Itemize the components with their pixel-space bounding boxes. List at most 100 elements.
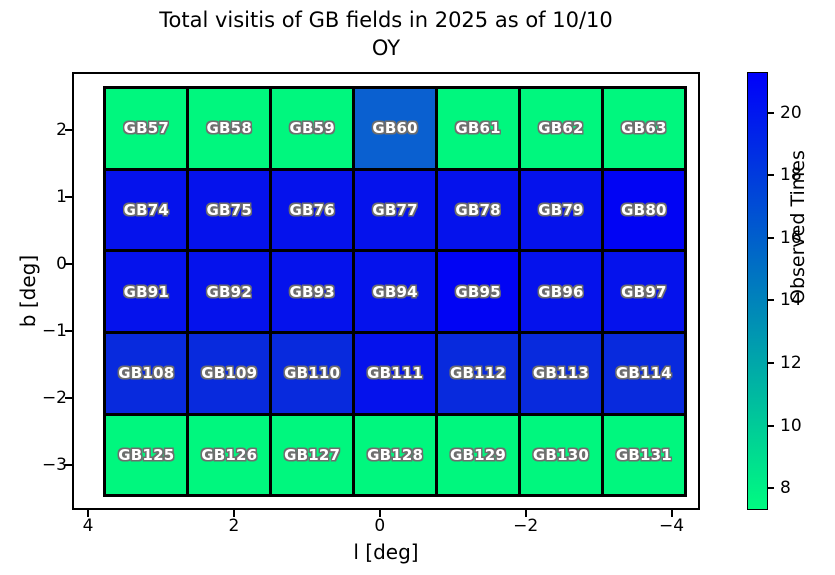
colorbar-tick-label: 8 [780,478,791,499]
heatmap-cell-gb60: GB60 [355,89,436,168]
y-tick-mark [65,397,72,400]
cell-label: GB125 [118,445,175,464]
y-tick-label: 1 [56,187,67,208]
y-tick-mark [65,464,72,467]
cell-label: GB111 [367,364,424,383]
colorbar-tick-mark [768,424,774,427]
heatmap-cell-gb91: GB91 [106,252,187,331]
cell-label: GB126 [201,445,258,464]
x-tick-mark [524,510,527,517]
colorbar-tick-label: 12 [780,352,802,373]
heatmap-cell-gb111: GB111 [355,333,436,413]
colorbar [747,72,768,510]
plot-area: GB57 GB58 GB59 GB60 GB61 GB62 GB63 GB74 GB75 GB76… [72,72,700,510]
cell-label: GB113 [532,364,589,383]
y-tick-label: −1 [41,321,67,342]
heatmap-cell-gb57: GB57 [106,89,187,168]
colorbar-tick-label: 20 [780,102,802,123]
y-tick-mark [65,330,72,333]
cell-label: GB59 [289,119,335,138]
cell-label: GB110 [284,364,341,383]
heatmap-cell-gb126: GB126 [189,415,270,495]
heatmap-cell-gb108: GB108 [106,333,187,413]
cell-label: GB108 [118,364,175,383]
heatmap-cell-gb58: GB58 [189,89,270,168]
chart-title-line1: Total visitis of GB fields in 2025 as of… [159,8,613,32]
cell-label: GB127 [284,445,341,464]
chart-title: Total visitis of GB fields in 2025 as of… [72,6,700,62]
heatmap-cell-gb127: GB127 [272,415,353,495]
heatmap-cell-gb128: GB128 [355,415,436,495]
cell-label: GB92 [206,282,252,301]
colorbar-tick-mark [768,299,774,302]
colorbar-tick-mark [768,487,774,490]
cell-label: GB94 [372,282,418,301]
heatmap-cell-gb75: GB75 [189,170,270,250]
cell-label: GB63 [621,119,667,138]
heatmap-cell-gb129: GB129 [438,415,518,495]
cell-label: GB96 [538,282,584,301]
heatmap-cell-gb112: GB112 [438,333,518,413]
heatmap-cell-gb97: GB97 [603,252,684,331]
cell-label: GB130 [532,445,589,464]
heatmap-cell-gb93: GB93 [272,252,353,331]
y-tick-mark [65,196,72,199]
heatmap-cell-gb110: GB110 [272,333,353,413]
colorbar-tick-mark [768,111,774,114]
heatmap-cell-gb131: GB131 [603,415,684,495]
heatmap-cell-gb94: GB94 [355,252,436,331]
heatmap-cell-gb76: GB76 [272,170,353,250]
heatmap-cell-gb96: GB96 [521,252,601,331]
y-tick-label: −3 [41,455,67,476]
cell-label: GB75 [206,201,252,220]
heatmap-cell-gb95: GB95 [438,252,518,331]
y-axis-label: b [deg] [16,254,40,328]
colorbar-tick-label: 14 [780,290,802,311]
x-tick-mark [87,510,90,517]
y-tick-label: −2 [41,388,67,409]
heatmap-cell-gb125: GB125 [106,415,187,495]
y-tick-label: 0 [56,254,67,275]
cell-label: GB62 [538,119,584,138]
cell-label: GB80 [621,201,667,220]
y-tick-mark [65,129,72,132]
cell-label: GB95 [455,282,501,301]
x-tick-label: −4 [659,516,685,536]
heatmap-cell-gb79: GB79 [521,170,601,250]
cell-label: GB74 [123,201,170,220]
heatmap-cell-gb62: GB62 [521,89,601,168]
heatmap-cell-gb114: GB114 [603,333,684,413]
cell-label: GB61 [455,119,501,138]
colorbar-tick-mark [768,236,774,239]
cell-label: GB93 [289,282,335,301]
cell-label: GB79 [538,201,584,220]
heatmap-cell-gb130: GB130 [521,415,601,495]
x-tick-label: 4 [82,516,94,536]
x-tick-label: 2 [228,516,240,536]
cell-label: GB128 [367,445,424,464]
y-tick-label: 2 [56,120,67,141]
heatmap-cell-gb92: GB92 [189,252,270,331]
cell-label: GB97 [621,282,667,301]
x-axis-label: l [deg] [353,540,419,564]
heatmap-cell-gb59: GB59 [272,89,353,168]
cell-label: GB91 [123,282,170,301]
cell-label: GB57 [123,119,170,138]
x-tick-mark [232,510,235,517]
heatmap-cell-gb80: GB80 [603,170,684,250]
colorbar-tick-label: 18 [780,165,802,186]
cell-label: GB131 [615,445,672,464]
heatmap-cell-gb113: GB113 [521,333,601,413]
heatmap-cell-gb74: GB74 [106,170,187,250]
heatmap-cell-gb61: GB61 [438,89,518,168]
x-tick-label: 0 [374,516,386,536]
cell-label: GB78 [455,201,501,220]
cell-label: GB112 [450,364,507,383]
chart-title-line2: OY [371,36,401,60]
colorbar-tick-label: 16 [780,227,802,248]
cell-label: GB58 [206,119,252,138]
cell-label: GB77 [372,201,418,220]
heatmap-cell-gb109: GB109 [189,333,270,413]
heatmap-cell-gb77: GB77 [355,170,436,250]
colorbar-tick-mark [768,174,774,177]
